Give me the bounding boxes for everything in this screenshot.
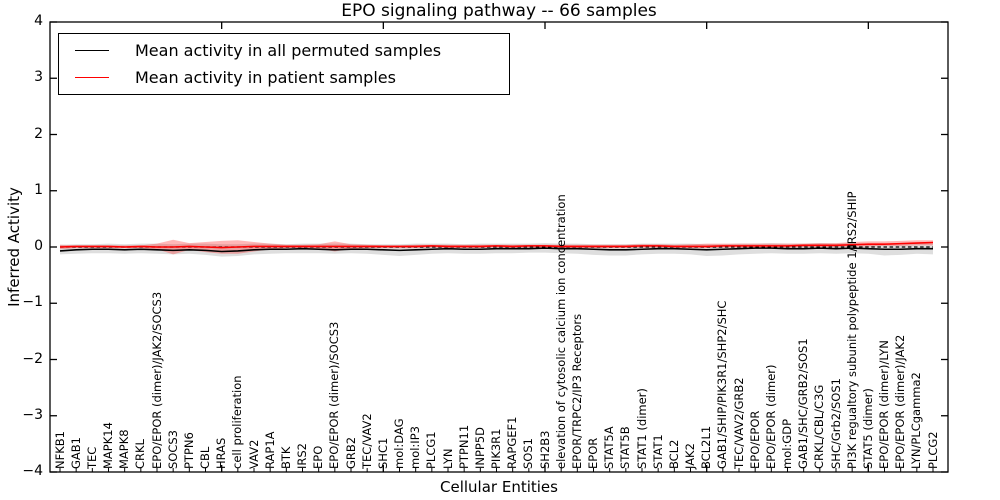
x-category-label: TEC [84,446,99,469]
x-category-label: GRB2 [343,436,358,469]
x-category-label: EPO/EPOR [747,410,762,469]
x-category-label: PLCG1 [424,431,439,469]
x-category-label: PTPN6 [181,432,196,469]
x-category-label: SH2B3 [537,430,552,469]
x-category-label: EPO/EPOR (dimer)/SOCS3 [327,321,342,469]
x-category-label: GAB1 [68,437,83,469]
x-category-label: INPP5D [472,426,487,469]
x-category-label: mol:GDP [780,418,794,469]
y-tick-label: −3 [22,406,43,423]
x-category-label: CBL [198,446,212,469]
y-tick-label: 4 [34,13,43,29]
y-tick-label: −4 [22,463,43,479]
x-category-label: EPO/EPOR (dimer)/LYN [877,340,891,469]
x-category-label: MAPK8 [117,429,132,469]
x-category-label: BTK [278,446,293,469]
x-category-label: LYN [440,448,455,469]
x-category-label: JAK2 [683,443,697,469]
x-category-label: EPOR [586,437,600,469]
y-tick-label: 2 [34,125,43,142]
legend-label-permuted: Mean activity in all permuted samples [135,41,442,61]
x-category-label: mol:DAG [392,418,406,469]
x-category-label: STAT5 (dimer) [860,388,875,469]
x-category-label: cell proliferation [230,375,245,469]
x-category-label: RAP1A [262,431,277,469]
x-category-label: STAT1 (dimer) [634,388,649,469]
x-category-label: NFKB1 [52,431,67,469]
series-line-0 [59,247,933,253]
legend-entry-patient: Mean activity in patient samples [59,68,509,87]
x-category-label: SOS1 [521,438,536,469]
x-category-label: EPO/EPOR (dimer)/JAK2 [893,334,908,469]
x-category-label: SHC1 [375,437,390,469]
x-category-label: GAB1/SHC/GRB2/SOS1 [796,338,811,469]
x-category-label: CRKL [133,439,148,469]
x-category-label: STAT5B [618,426,633,469]
x-category-label: TEC/VAV2 [359,413,374,469]
x-category-label: EPO/EPOR (dimer) [763,364,778,470]
x-category-label: mol:IP3 [408,426,423,469]
x-category-label: VAV2 [246,439,261,469]
legend-label-patient: Mean activity in patient samples [135,67,396,87]
x-category-label: EPOR/TRPC2/IP3 Receptors [569,313,584,469]
x-category-label: CRKL/CBL/C3G [812,384,827,469]
x-category-label: PLCG2 [925,431,940,469]
x-category-label: IRS2 [295,443,309,469]
legend-line-patient [75,76,109,78]
x-category-label: PIK3R1 [489,428,503,470]
chart-title: EPO signaling pathway -- 66 samples [341,1,657,21]
x-axis-label: Cellular Entities [440,478,558,496]
legend-line-permuted [75,50,109,52]
x-category-label: BCL2L1 [699,425,714,469]
y-tick-label: 0 [34,238,43,254]
y-tick-label: 3 [34,69,43,86]
x-category-label: MAPK14 [101,422,115,469]
y-tick-label: 1 [34,181,43,198]
x-category-label: STAT5A [602,426,617,469]
y-tick-label: −1 [22,294,43,311]
y-tick-label: −2 [22,350,43,367]
x-category-label: RAPGEF1 [505,416,520,469]
legend: Mean activity in all permuted samples Me… [58,33,510,95]
x-category-label: SHC/Grb2/SOS1 [828,378,843,469]
series-line-1 [59,241,934,249]
x-category-label: PTPN11 [456,424,471,469]
x-category-label: SOCS3 [165,430,180,469]
x-category-label: BCL2 [666,439,681,469]
x-category-label: EPO/EPOR (dimer)/JAK2/SOCS3 [149,291,164,469]
x-category-label: PI3K regualtory subunit polypeptide 1/IR… [844,191,859,469]
x-category-label: TEC/VAV2/GRB2 [731,377,746,469]
x-category-label: GAB1/SHIP/PIK3R1/SHP2/SHC [715,300,730,469]
x-category-label: LYN/PLCgamma2 [909,372,924,469]
legend-entry-permuted: Mean activity in all permuted samples [59,41,509,60]
x-category-label: elevation of cytosolic calcium ion conce… [553,194,568,469]
x-category-label: EPO [311,445,326,469]
x-category-label: STAT1 [650,434,665,469]
x-category-label: HRAS [214,437,229,469]
